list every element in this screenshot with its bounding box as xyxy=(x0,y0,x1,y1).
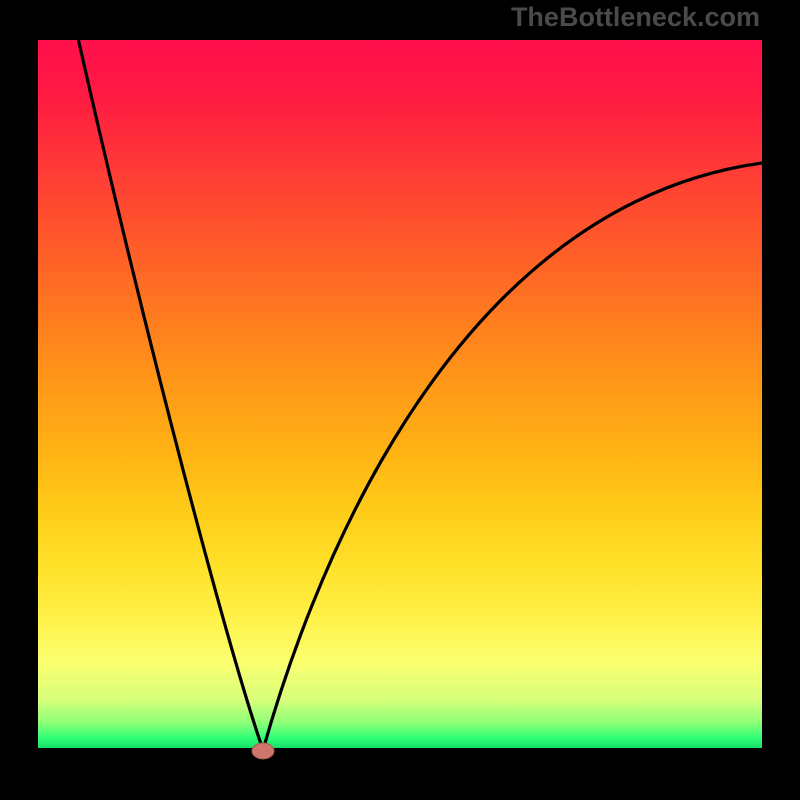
curve-layer xyxy=(38,38,762,762)
bottleneck-chart: TheBottleneck.com xyxy=(0,0,800,800)
watermark-text: TheBottleneck.com xyxy=(511,2,760,33)
bottleneck-curve xyxy=(78,38,762,750)
plot-area xyxy=(38,38,762,762)
optimum-marker xyxy=(252,743,274,759)
